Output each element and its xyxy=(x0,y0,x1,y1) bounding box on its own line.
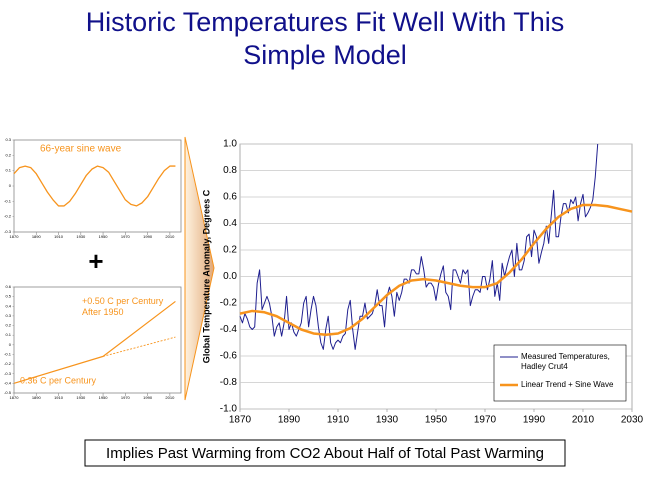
y-tick-label: 0 xyxy=(9,183,12,188)
y-tick-label: -0.1 xyxy=(4,352,12,357)
x-tick-label: 1950 xyxy=(99,395,109,400)
y-tick-label: -0.6 xyxy=(220,351,238,362)
legend-label: Measured Temperatures, Hadley Crut4 xyxy=(521,352,610,371)
x-tick-label: 1910 xyxy=(54,395,64,400)
y-tick-label: -0.1 xyxy=(4,198,12,203)
y-tick-label: -0.4 xyxy=(4,380,12,385)
x-tick-label: 1930 xyxy=(376,415,399,426)
x-tick-label: 1970 xyxy=(121,395,131,400)
y-tick-label: 0.2 xyxy=(5,152,11,157)
y-tick-label: 0.1 xyxy=(5,168,11,173)
x-tick-label: 1870 xyxy=(10,234,20,239)
y-tick-label: 0.2 xyxy=(5,323,11,328)
x-tick-label: 1990 xyxy=(523,415,546,426)
x-tick-label: 1950 xyxy=(99,234,109,239)
x-tick-label: 1890 xyxy=(278,415,301,426)
footer-box xyxy=(84,439,566,467)
x-tick-label: 2010 xyxy=(165,234,175,239)
y-tick-label: 0 xyxy=(9,342,12,347)
x-tick-label: 1930 xyxy=(76,234,86,239)
y-tick-label: 0.8 xyxy=(223,165,237,176)
y-tick-label: -0.2 xyxy=(4,214,12,219)
x-tick-label: 1890 xyxy=(32,234,42,239)
annotation: 0.36 C per Century xyxy=(20,375,97,385)
y-tick-label: -0.5 xyxy=(4,390,12,395)
y-tick-label: -0.3 xyxy=(4,229,12,234)
annotation: +0.50 C per Century After 1950 xyxy=(82,296,164,317)
x-tick-label: 1910 xyxy=(327,415,350,426)
y-axis-label: Global Temperature Anomaly, Degrees C xyxy=(201,189,211,363)
series-line xyxy=(102,336,176,357)
y-tick-label: 0.4 xyxy=(223,218,237,229)
y-tick-label: 1.0 xyxy=(223,139,237,150)
x-tick-label: 1870 xyxy=(229,415,252,426)
x-tick-label: 1870 xyxy=(10,395,20,400)
x-tick-label: 1930 xyxy=(76,395,86,400)
y-tick-label: 0.0 xyxy=(223,271,237,282)
y-tick-label: -0.8 xyxy=(220,377,238,388)
y-tick-label: 0.3 xyxy=(5,313,11,318)
plus-sign: + xyxy=(88,246,103,276)
annotation: 66-year sine wave xyxy=(40,144,122,155)
legend-label: Linear Trend + Sine Wave xyxy=(521,380,614,389)
y-tick-label: -0.2 xyxy=(4,361,12,366)
plot-frame xyxy=(13,139,182,233)
x-tick-label: 2010 xyxy=(572,415,595,426)
x-tick-label: 1950 xyxy=(425,415,448,426)
y-tick-label: 0.6 xyxy=(5,284,11,289)
x-tick-label: 2030 xyxy=(621,415,644,426)
x-tick-label: 1970 xyxy=(474,415,497,426)
x-tick-label: 1970 xyxy=(121,234,131,239)
y-tick-label: -0.4 xyxy=(220,324,238,335)
x-tick-label: 1910 xyxy=(54,234,64,239)
x-tick-label: 1990 xyxy=(143,395,153,400)
y-tick-label: 0.4 xyxy=(5,303,11,308)
series-line xyxy=(239,203,633,337)
arrow xyxy=(184,136,215,401)
footer-text: Implies Past Warming from CO2 About Half… xyxy=(106,445,544,462)
y-tick-label: -0.2 xyxy=(220,298,238,309)
y-tick-label: 0.5 xyxy=(5,294,11,299)
y-tick-label: 0.6 xyxy=(223,192,237,203)
series-line xyxy=(13,165,176,207)
x-tick-label: 2010 xyxy=(165,395,175,400)
legend-box xyxy=(493,344,627,402)
y-tick-label: -0.3 xyxy=(4,371,12,376)
y-tick-label: -1.0 xyxy=(220,404,238,415)
y-tick-label: 0.2 xyxy=(223,245,237,256)
x-tick-label: 1890 xyxy=(32,395,42,400)
y-tick-label: 0.3 xyxy=(5,137,11,142)
x-tick-label: 1990 xyxy=(143,234,153,239)
slide-title: Historic Temperatures Fit Well With This… xyxy=(85,7,565,70)
y-tick-label: 0.1 xyxy=(5,332,11,337)
